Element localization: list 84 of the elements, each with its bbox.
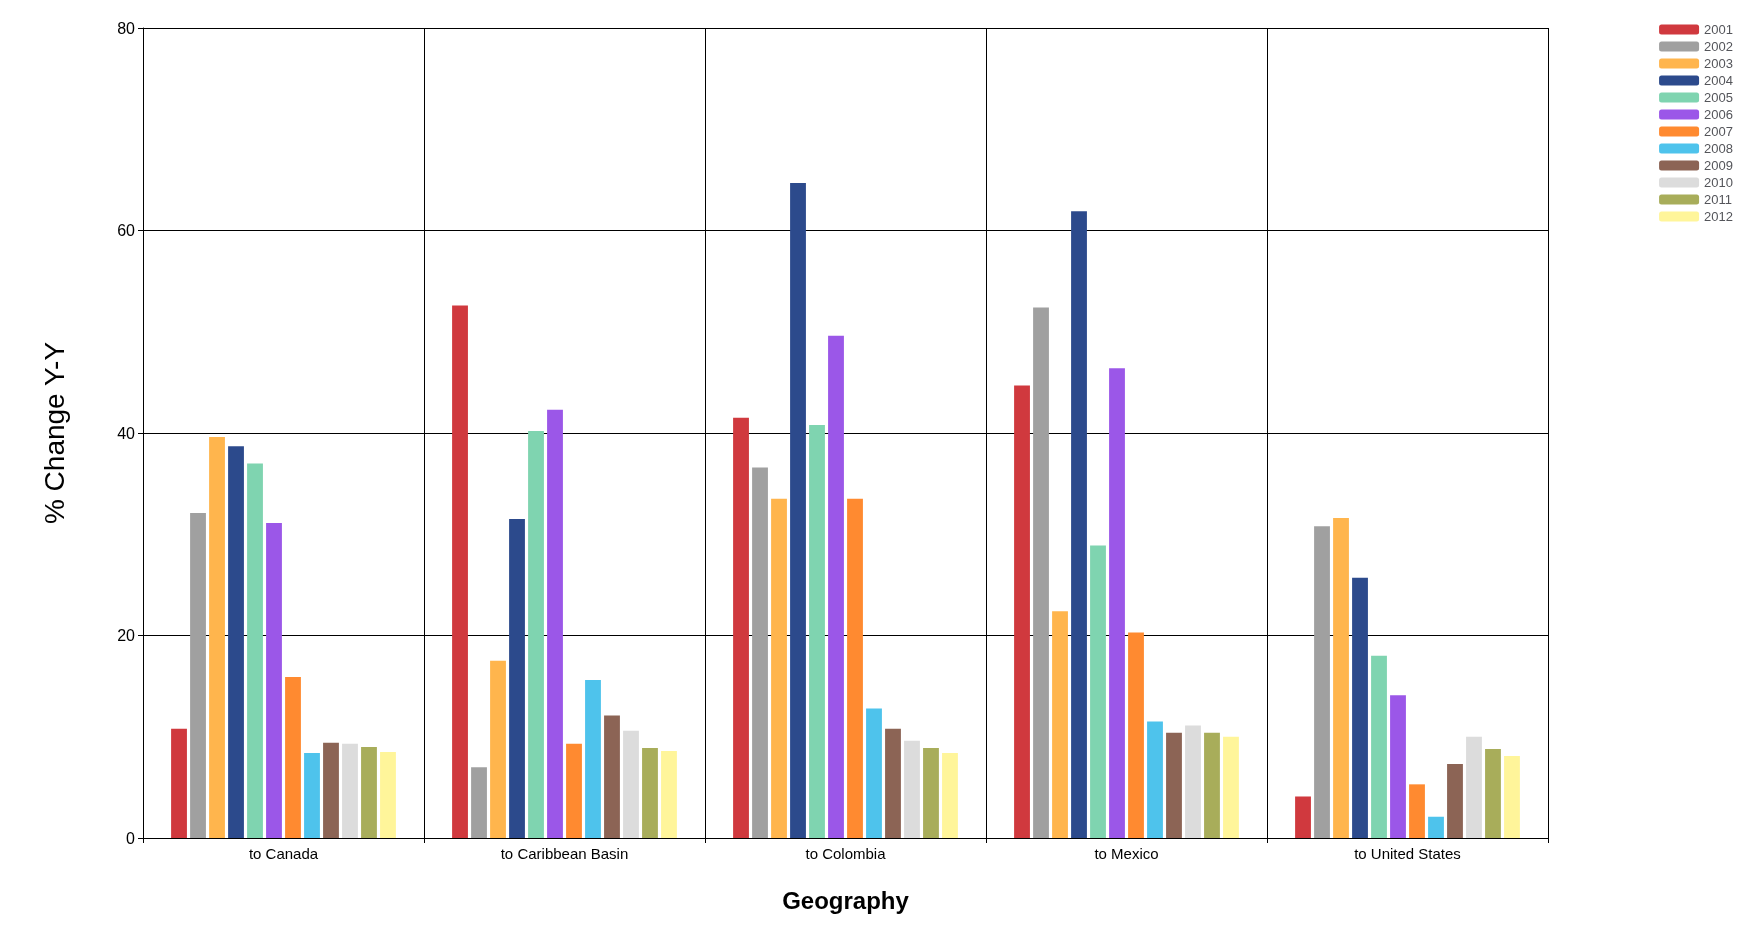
bar [285, 677, 301, 838]
bar [866, 708, 882, 838]
bar [752, 467, 768, 838]
bar [828, 335, 844, 838]
bar [923, 747, 939, 838]
bar [1223, 736, 1239, 838]
bar [342, 743, 358, 838]
bar [452, 305, 468, 838]
bar [604, 715, 620, 838]
x-tick-label: to Canada [248, 845, 319, 862]
legend-label: 2003 [1704, 56, 1733, 71]
x-tick-label: to Colombia [805, 845, 887, 862]
bar [642, 747, 658, 838]
bar [490, 660, 506, 838]
x-tick-label: to Caribbean Basin [500, 845, 629, 862]
bar [1071, 211, 1087, 838]
legend-label: 2005 [1704, 90, 1733, 105]
bar [623, 730, 639, 838]
bar [1166, 732, 1182, 838]
bar [1466, 736, 1482, 838]
bar [1295, 796, 1311, 838]
bar [661, 750, 677, 838]
bar [1128, 632, 1144, 838]
legend-label: 2001 [1704, 22, 1733, 37]
x-axis-title: Geography [782, 886, 910, 914]
bar [380, 751, 396, 838]
bar [1390, 695, 1406, 838]
bar [585, 680, 601, 838]
bar [1409, 784, 1425, 838]
bar [247, 463, 263, 838]
bar [1504, 755, 1520, 838]
legend-label: 2009 [1704, 158, 1733, 173]
bar [509, 519, 525, 838]
bar [1147, 721, 1163, 838]
x-tick-label: to Mexico [1094, 845, 1159, 862]
bar [1428, 816, 1444, 838]
bar [1033, 307, 1049, 838]
legend-label: 2012 [1704, 209, 1733, 224]
bar [566, 743, 582, 838]
bar [547, 409, 563, 838]
bar [228, 446, 244, 838]
bar [1090, 545, 1106, 838]
bar [1314, 526, 1330, 838]
bar [266, 523, 282, 838]
bar [1204, 732, 1220, 838]
y-tick-label: 20 [117, 627, 136, 644]
bar [1333, 518, 1349, 838]
legend-label: 2008 [1704, 141, 1733, 156]
legend-label: 2006 [1704, 107, 1733, 122]
bar [904, 740, 920, 838]
bar [1485, 748, 1501, 838]
bar [847, 498, 863, 838]
bar [809, 424, 825, 838]
bar [361, 746, 377, 838]
y-axis-title: % Change Y-Y [38, 341, 70, 525]
bar [942, 752, 958, 838]
bar [1014, 385, 1030, 838]
bar [528, 430, 544, 838]
legend-label: 2007 [1704, 124, 1733, 139]
bar [1052, 611, 1068, 838]
bar [471, 767, 487, 838]
bar [1185, 725, 1201, 838]
bar [209, 437, 225, 838]
bar [1371, 655, 1387, 838]
bar [1109, 368, 1125, 838]
x-tick-label: to United States [1354, 845, 1461, 862]
legend-label: 2002 [1704, 39, 1733, 54]
y-tick-label: 40 [117, 424, 136, 442]
bar [1447, 764, 1463, 838]
bar [733, 417, 749, 838]
legend-label: 2004 [1704, 73, 1733, 88]
y-tick-label: 80 [117, 19, 136, 37]
bar [323, 742, 339, 838]
bar [1352, 577, 1368, 838]
bar [885, 728, 901, 838]
bar [771, 498, 787, 838]
bar [171, 728, 187, 838]
y-tick-label: 60 [117, 222, 136, 239]
legend-label: 2011 [1704, 192, 1733, 207]
bar [190, 512, 206, 838]
bar [790, 182, 806, 838]
legend-label: 2010 [1704, 175, 1733, 190]
bar [304, 752, 320, 838]
y-tick-label: 0 [126, 829, 136, 847]
